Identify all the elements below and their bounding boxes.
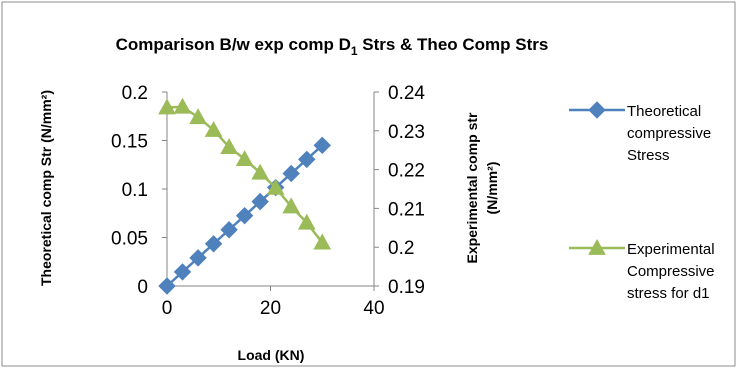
data-point-theoretical	[173, 263, 192, 281]
data-point-experimental	[189, 108, 207, 125]
data-point-theoretical	[313, 136, 331, 155]
y-right-tick-label: 0.2	[388, 238, 414, 259]
y-right-tick-label: 0.23	[388, 122, 425, 143]
y-left-tick-label: 0	[137, 277, 148, 298]
data-point-theoretical	[235, 206, 254, 225]
data-point-experimental	[158, 98, 176, 115]
y-right-tick-label: 0.19	[388, 277, 425, 298]
y-left-axis-title: Theoretical comp Str (N/mm²)	[38, 90, 54, 286]
y-left-tick-label: 0.05	[111, 229, 148, 250]
data-point-theoretical	[282, 164, 300, 183]
axes-layer: 0 0.05 0.1 0.15 0.2 0.19 0.2 0.21 0.22 0.23 0.24 0 2…	[111, 83, 425, 319]
x-tick-label: 40	[363, 298, 384, 319]
data-point-theoretical	[158, 277, 176, 295]
legend-label-theoretical: Theoretical	[627, 103, 701, 120]
data-point-experimental	[204, 120, 223, 137]
y-right-tick-label: 0.22	[388, 161, 425, 182]
data-point-experimental	[173, 97, 192, 114]
y-right-axis-title-line1: Experimental comp str	[464, 112, 480, 263]
x-tick-label: 0	[162, 298, 173, 319]
y-right-axis-title-line2: (N/mm²)	[484, 162, 500, 215]
series-layer	[158, 97, 332, 295]
data-point-experimental	[266, 178, 285, 195]
legend-label-experimental: Compressive	[627, 263, 715, 280]
data-point-theoretical	[204, 235, 223, 253]
x-axis-title: Load (KN)	[238, 347, 305, 363]
data-point-experimental	[297, 213, 316, 230]
data-point-theoretical	[298, 150, 316, 169]
y-left-tick-label: 0.2	[122, 83, 148, 104]
legend-marker-theoretical	[588, 101, 606, 119]
data-point-experimental	[251, 163, 269, 180]
legend-label-theoretical: Stress	[627, 147, 670, 164]
data-point-experimental	[282, 197, 301, 214]
legend: Theoretical compressive Stress Experimental…	[569, 101, 715, 302]
chart-frame	[1, 1, 736, 367]
legend-marker-experimental	[588, 238, 606, 255]
data-point-experimental	[220, 138, 238, 154]
legend-label-experimental: Experimental	[627, 241, 715, 258]
x-tick-label: 20	[260, 298, 281, 319]
y-left-tick-label: 0.15	[111, 132, 148, 153]
legend-label-experimental: stress for d1	[627, 285, 710, 302]
data-point-theoretical	[251, 192, 269, 211]
data-point-experimental	[313, 233, 332, 250]
y-right-tick-label: 0.21	[388, 199, 425, 220]
data-point-theoretical	[220, 221, 238, 239]
data-point-experimental	[235, 150, 254, 167]
data-point-theoretical	[189, 249, 207, 267]
y-right-tick-label: 0.24	[388, 83, 425, 104]
legend-label-theoretical: compressive	[627, 125, 711, 142]
y-left-tick-label: 0.1	[122, 180, 148, 201]
chart-title: Comparison B/w exp comp D1 Strs & Theo C…	[116, 35, 549, 58]
